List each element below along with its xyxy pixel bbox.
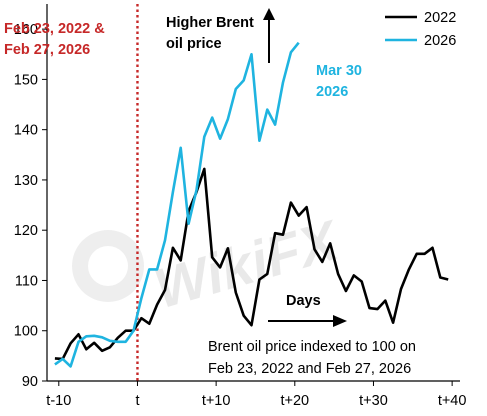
endpoint-label-line-1: Mar 30 (316, 63, 362, 79)
endpoint-annotation: Mar 30 2026 (316, 63, 362, 100)
y-tick-label: 90 (22, 374, 38, 390)
days-annotation: Days (268, 293, 347, 327)
x-tick-label: t+10 (202, 393, 231, 409)
right-arrowhead-icon (333, 315, 347, 327)
event-label-line-2: Feb 27, 2026 (4, 42, 90, 58)
legend: 2022 2026 (385, 10, 456, 49)
y-tick-label: 120 (14, 223, 38, 239)
x-tick-label: t+30 (359, 393, 388, 409)
higher-label-line-1: Higher Brent (166, 15, 254, 31)
note-line-2: Feb 23, 2022 and Feb 27, 2026 (208, 361, 411, 377)
index-note: Brent oil price indexed to 100 on Feb 23… (208, 339, 416, 377)
event-label: Feb 23, 2022 & Feb 27, 2026 (4, 21, 105, 58)
event-label-line-1: Feb 23, 2022 & (4, 21, 105, 37)
y-tick-label: 160 (14, 22, 38, 38)
higher-label-line-2: oil price (166, 36, 222, 52)
y-tick-label: 130 (14, 173, 38, 189)
note-line-1: Brent oil price indexed to 100 on (208, 339, 416, 355)
x-tick-label: t+20 (280, 393, 309, 409)
x-tick-label: t (135, 393, 139, 409)
legend-label-2022: 2022 (424, 10, 456, 26)
series-group (54, 41, 449, 368)
days-label: Days (286, 293, 321, 309)
series-line-2026 (54, 41, 300, 368)
series-line-2022 (54, 167, 449, 361)
higher-brent-annotation: Higher Brent oil price (166, 8, 275, 63)
axes: 90 100 110 120 130 140 150 160 t-10 t t+10 t+20 t+30… (14, 4, 467, 409)
y-tick-label: 110 (15, 273, 38, 289)
y-tick-label: 100 (14, 324, 38, 340)
y-tick-label: 150 (14, 72, 38, 88)
endpoint-label-line-2: 2026 (316, 84, 348, 100)
x-tick-label: t+40 (438, 393, 467, 409)
x-tick-label: t-10 (46, 393, 71, 409)
legend-label-2026: 2026 (424, 33, 456, 49)
up-arrowhead-icon (263, 8, 275, 20)
y-tick-label: 140 (14, 123, 38, 139)
